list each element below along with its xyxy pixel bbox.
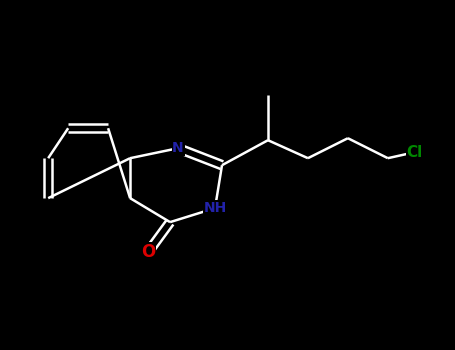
Text: NH: NH [203,201,227,215]
Text: Cl: Cl [407,145,423,160]
Text: O: O [141,243,155,261]
Text: N: N [172,141,184,155]
